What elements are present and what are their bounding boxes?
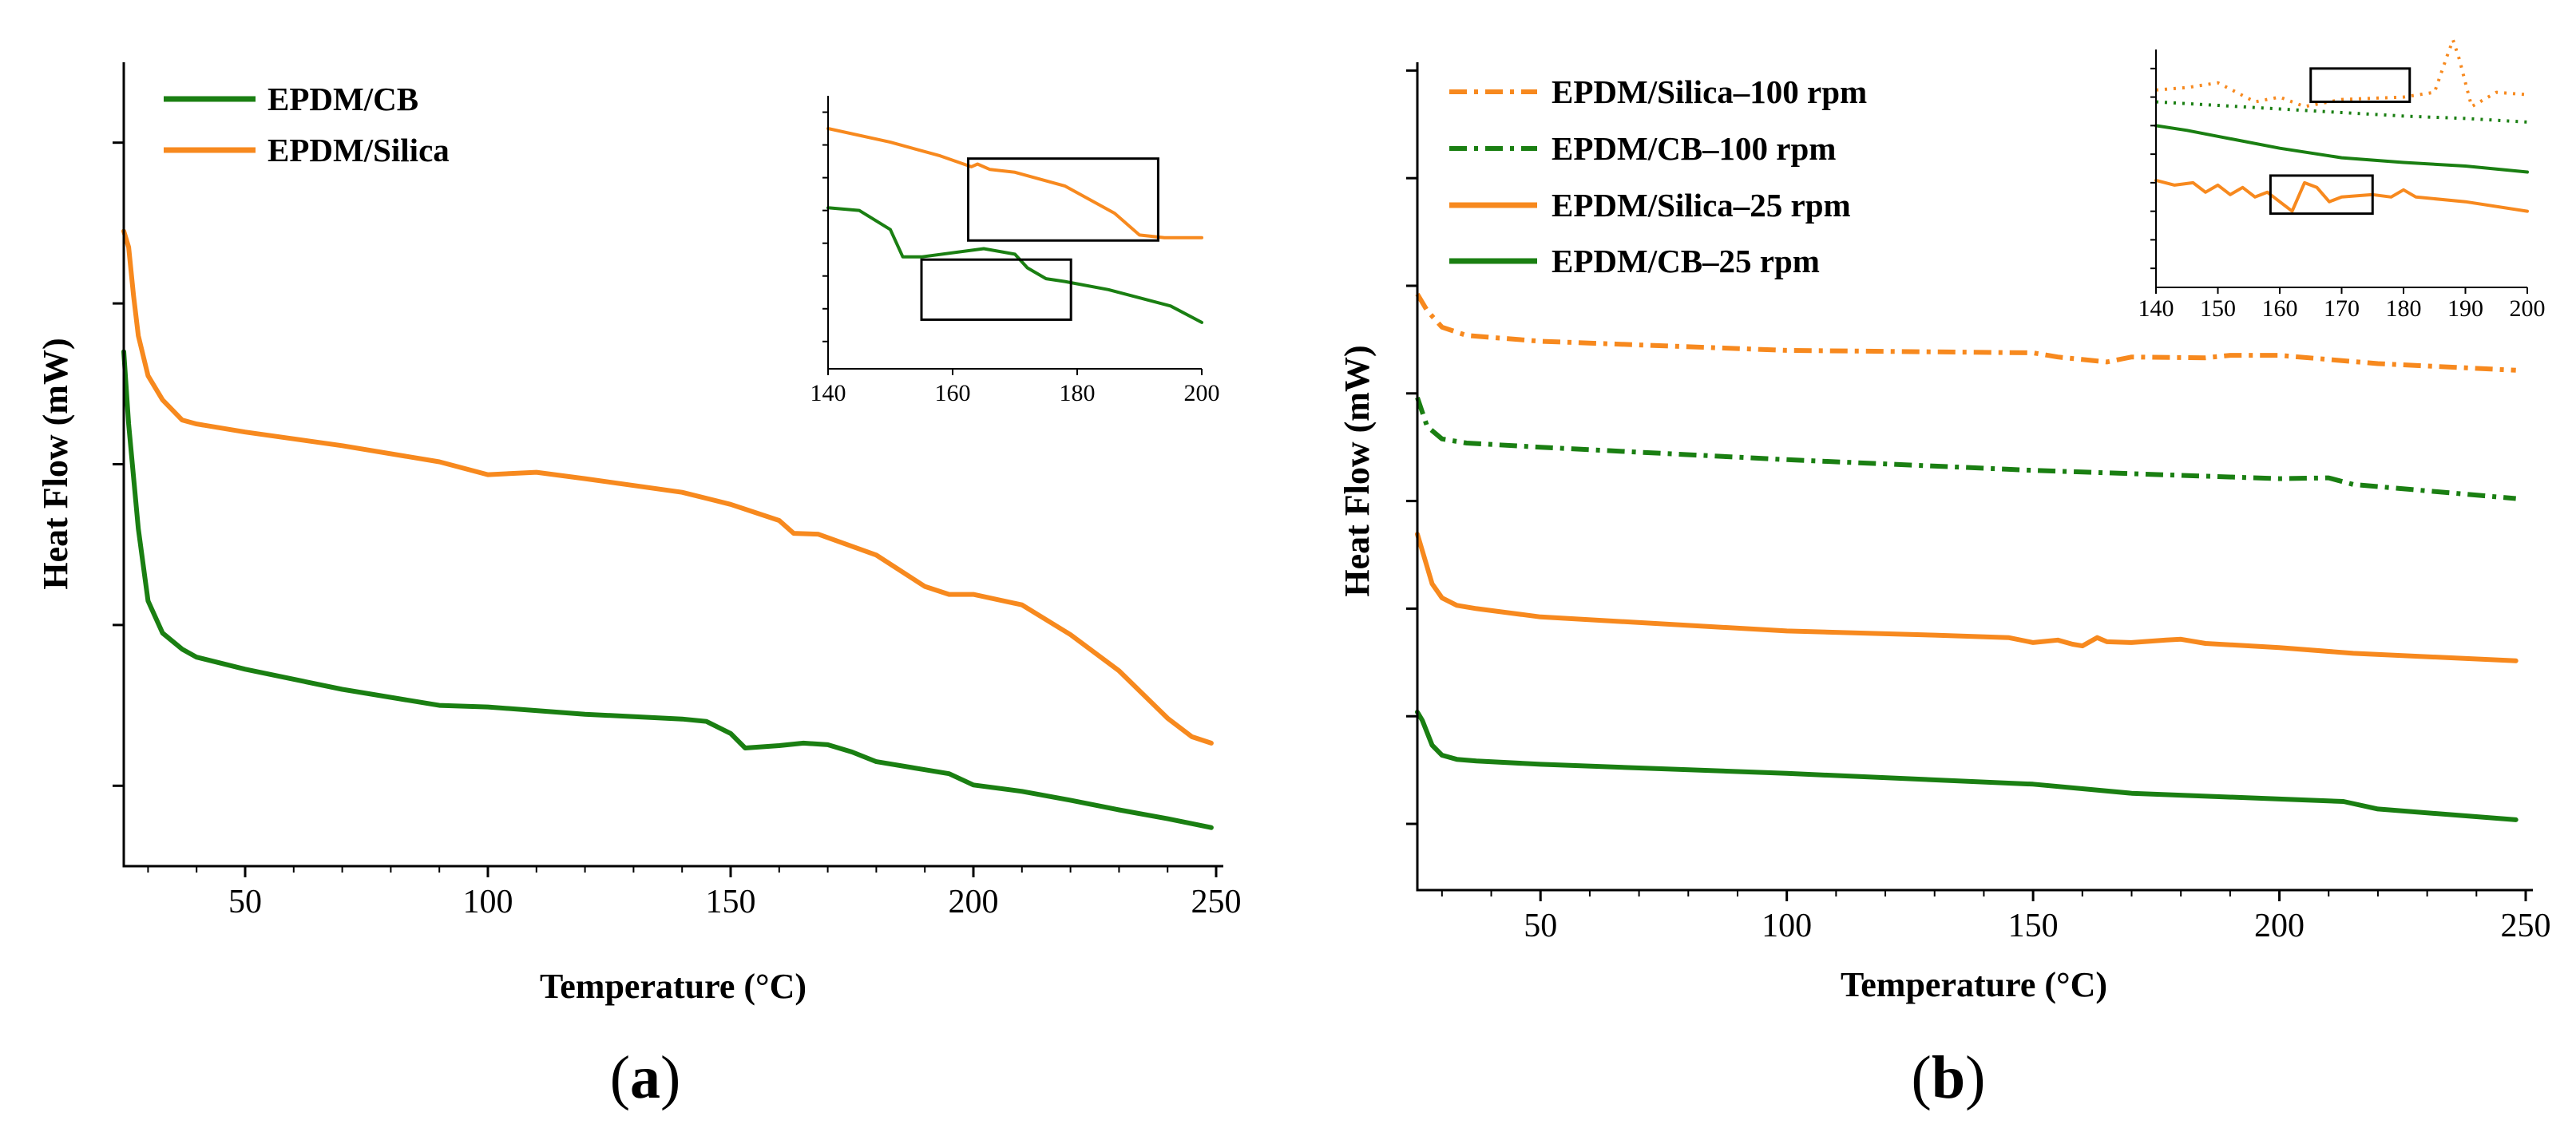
panel-a-inset-x-tick-label: 200 [1184, 380, 1220, 406]
panel-a-label: (a) [610, 1044, 681, 1111]
panel-a-x-axis-title: Temperature (°C) [540, 967, 806, 1006]
panel-b-inset-x-tick-label: 180 [2386, 295, 2422, 322]
panel-b-x-axis-title: Temperature (°C) [1841, 965, 2107, 1004]
legend-label-epdm-cb-100rpm: EPDM/CB–100 rpm [1552, 130, 1836, 167]
legend-label-epdm-silica-25rpm: EPDM/Silica–25 rpm [1552, 187, 1851, 224]
panel-a: 50 100 150 200 250 EPDM/CB EPDM/Silica 140 16… [36, 62, 1242, 1111]
panel-b-inset-highlight-boxes [2269, 67, 2412, 216]
panel-b-axes [1416, 62, 2533, 892]
panel-b-x-tick-label: 150 [2008, 908, 2059, 944]
panel-a-x-tick-label: 100 [463, 884, 513, 920]
panel-b-series-epdm-cb-100-rpm [1415, 397, 2516, 501]
panel-a-series-lines [121, 228, 1214, 830]
panel-b-series-epdm-silica-100-rpm [1415, 292, 2516, 373]
panel-b-label: (b) [1912, 1044, 1986, 1111]
panel-a-inset-series-epdm-silica [826, 127, 1203, 239]
panel-a-inset-highlight-box [967, 157, 1159, 242]
panel-b-inset-lines [2154, 38, 2529, 213]
panel-a-inset-x-tick-label: 140 [810, 380, 846, 406]
panel-a-inset-x-ticks: 140 160 180 200 [810, 369, 1220, 406]
panel-b-inset-y-ticks [2150, 67, 2156, 270]
panel-a-inset-x-tick-label: 160 [935, 380, 971, 406]
panel-b-inset-x-ticks: 140 150 160 170 180 190 200 [2138, 287, 2546, 322]
legend-label-epdm-cb-25rpm: EPDM/CB–25 rpm [1552, 243, 1820, 279]
panel-b-inset-highlight-box [2309, 67, 2412, 104]
panel-a-inset-x-tick-label: 180 [1060, 380, 1096, 406]
panel-a-axes [122, 62, 1223, 868]
legend-label-epdm-cb: EPDM/CB [268, 81, 418, 117]
panel-b-series-epdm-cb-25-rpm [1415, 710, 2519, 822]
panel-a-inset-highlight-boxes [920, 157, 1159, 321]
panel-a-inset-axes [827, 96, 1202, 370]
panel-b-inset-series-epdm-silica-25-rpm [2154, 178, 2529, 213]
panel-a-inset-highlight-box [920, 258, 1072, 321]
panel-b: 50 100 150 200 250 EPDM/Silica–100 rpm EPDM/… [1338, 38, 2551, 1111]
panel-b-inset-series-epdm-cb-100-rpm [2155, 100, 2528, 124]
panel-b-inset-x-tick-label: 160 [2262, 295, 2298, 322]
panel-a-x-ticks: 50 100 150 200 250 [147, 866, 1242, 920]
legend-label-epdm-silica: EPDM/Silica [268, 132, 450, 168]
panel-a-x-tick-label: 150 [706, 884, 756, 920]
panel-b-inset-x-tick-label: 170 [2324, 295, 2360, 322]
panel-b-x-tick-label: 200 [2254, 908, 2305, 944]
panel-b-inset-x-tick-label: 150 [2200, 295, 2236, 322]
panel-b-series-epdm-silica-25-rpm [1415, 532, 2519, 663]
panel-b-inset-x-tick-label: 190 [2447, 295, 2483, 322]
panel-b-legend: EPDM/Silica–100 rpm EPDM/CB–100 rpm EPDM… [1449, 73, 1867, 279]
panel-b-inset-series-epdm-cb-25-rpm [2154, 124, 2529, 174]
panel-a-series-epdm-cb [121, 349, 1214, 830]
panel-b-x-tick-label: 250 [2501, 908, 2551, 944]
legend-label-epdm-silica-100rpm: EPDM/Silica–100 rpm [1552, 73, 1867, 110]
panel-b-inset-axes [2155, 49, 2527, 288]
panel-b-series-lines [1415, 292, 2519, 822]
panel-a-inset-y-ticks [822, 111, 828, 342]
panel-b-y-axis-title: Heat Flow (mW) [1338, 345, 1377, 596]
panel-b-x-ticks: 50 100 150 200 250 [1441, 890, 2551, 944]
panel-a-inset-lines [826, 127, 1203, 324]
panel-a-legend: EPDM/CB EPDM/Silica [164, 81, 450, 168]
panel-a-y-ticks [113, 141, 124, 787]
panel-b-x-tick-label: 100 [1762, 908, 1812, 944]
panel-b-x-tick-label: 50 [1524, 908, 1557, 944]
panel-a-inset: 140 160 180 200 [810, 96, 1220, 406]
panel-b-inset-x-tick-label: 200 [2510, 295, 2546, 322]
panel-a-inset-series-epdm-cb [826, 206, 1203, 324]
panel-b-inset-series-epdm-silica-100-rpm [2155, 38, 2528, 109]
panel-b-y-ticks [1406, 69, 1417, 825]
panel-a-x-tick-label: 200 [949, 884, 999, 920]
panel-a-y-axis-title: Heat Flow (mW) [36, 338, 75, 589]
panel-a-x-tick-label: 50 [228, 884, 262, 920]
panel-b-inset: 140 150 160 170 180 190 200 [2138, 38, 2546, 322]
panel-b-inset-highlight-box [2269, 174, 2374, 216]
panel-a-x-tick-label: 250 [1191, 884, 1242, 920]
panel-b-inset-x-tick-label: 140 [2138, 295, 2174, 322]
panel-a-series-epdm-silica [121, 228, 1214, 746]
